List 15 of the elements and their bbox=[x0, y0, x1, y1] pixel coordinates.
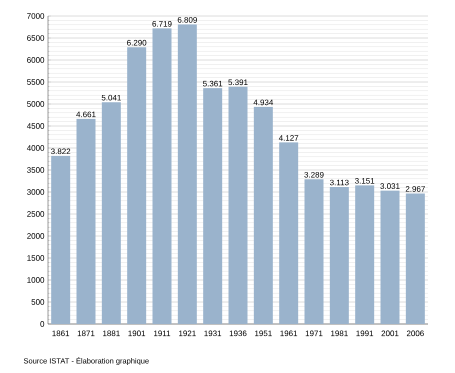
bar bbox=[228, 86, 248, 324]
bar bbox=[76, 118, 96, 324]
bar bbox=[330, 187, 349, 324]
bar bbox=[127, 47, 146, 324]
bar bbox=[178, 24, 197, 324]
bar bbox=[203, 88, 222, 324]
bar bbox=[304, 179, 324, 324]
bar bbox=[102, 102, 121, 324]
bar bbox=[254, 106, 273, 324]
bar bbox=[406, 193, 425, 324]
bar bbox=[279, 142, 298, 324]
bar bbox=[380, 190, 400, 324]
bar bbox=[152, 28, 172, 324]
bar bbox=[355, 185, 374, 324]
bar bbox=[51, 156, 70, 324]
